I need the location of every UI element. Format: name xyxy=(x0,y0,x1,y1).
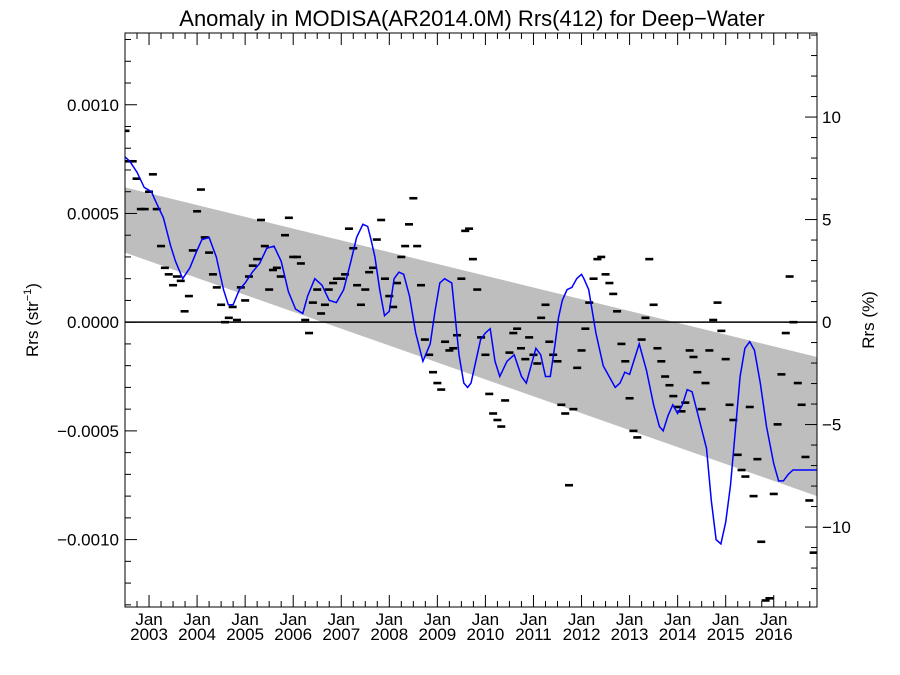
smoothed-series-line xyxy=(125,156,817,546)
y-axis-left-label-superscript: −1 xyxy=(22,289,34,302)
x-tick-year-label: 2008 xyxy=(370,625,408,644)
x-tick-year-label: 2006 xyxy=(274,625,312,644)
x-tick-year-label: 2003 xyxy=(130,625,168,644)
x-tick-month-label: Jan xyxy=(760,610,787,629)
x-tick-year-label: 2013 xyxy=(611,625,649,644)
x-tick-year-label: 2012 xyxy=(563,625,601,644)
x-tick-month-label: Jan xyxy=(568,610,595,629)
y-axis-left-label: Rrs (str−1) xyxy=(22,283,42,357)
y-right-tick-label: −10 xyxy=(822,518,851,537)
y-left-tick-label: −0.0010 xyxy=(57,531,119,550)
x-tick-month-label: Jan xyxy=(183,610,210,629)
y-left-tick-label: 0.0010 xyxy=(67,96,119,115)
y-right-tick-label: 5 xyxy=(822,211,831,230)
y-right-tick-label: 10 xyxy=(822,108,841,127)
x-tick-month-label: Jan xyxy=(712,610,739,629)
x-tick-month-label: Jan xyxy=(328,610,355,629)
y-axis-left-label-close: ) xyxy=(23,283,42,289)
x-tick-year-label: 2010 xyxy=(467,625,505,644)
x-tick-year-label: 2014 xyxy=(659,625,697,644)
trend-band xyxy=(125,187,817,497)
chart-title: Anomaly in MODISA(AR2014.0M) Rrs(412) fo… xyxy=(179,6,764,31)
plot-frame xyxy=(124,32,818,608)
x-tick-month-label: Jan xyxy=(231,610,258,629)
x-tick-year-label: 2007 xyxy=(322,625,360,644)
x-tick-year-label: 2004 xyxy=(178,625,216,644)
x-tick-year-label: 2015 xyxy=(707,625,745,644)
x-tick-year-label: 2011 xyxy=(515,625,552,644)
y-right-tick-label: −5 xyxy=(822,416,841,435)
x-tick-month-label: Jan xyxy=(520,610,547,629)
y-left-tick-label: −0.0005 xyxy=(57,422,119,441)
y-axis-left-label-main: Rrs (str xyxy=(23,301,42,357)
x-tick-month-label: Jan xyxy=(472,610,499,629)
y-left-tick-label: 0.0000 xyxy=(67,313,119,332)
x-tick-year-label: 2016 xyxy=(755,625,793,644)
x-tick-month-label: Jan xyxy=(424,610,451,629)
x-tick-month-label: Jan xyxy=(616,610,643,629)
y-axis-right-label: Rrs (%) xyxy=(859,291,878,349)
x-tick-month-label: Jan xyxy=(664,610,691,629)
axes: 0.0010 0.0005 0.0000 −0.0005 −0.0010 10 5 0 −5 −1… xyxy=(57,32,851,644)
plot-area xyxy=(125,129,817,602)
x-tick-month-label: Jan xyxy=(376,610,403,629)
x-tick-year-label: 2005 xyxy=(226,625,264,644)
y-right-tick-label: 0 xyxy=(822,313,831,332)
y-left-tick-label: 0.0005 xyxy=(67,204,119,223)
x-tick-month-label: Jan xyxy=(279,610,306,629)
x-tick-year-label: 2009 xyxy=(418,625,456,644)
x-tick-month-label: Jan xyxy=(135,610,162,629)
